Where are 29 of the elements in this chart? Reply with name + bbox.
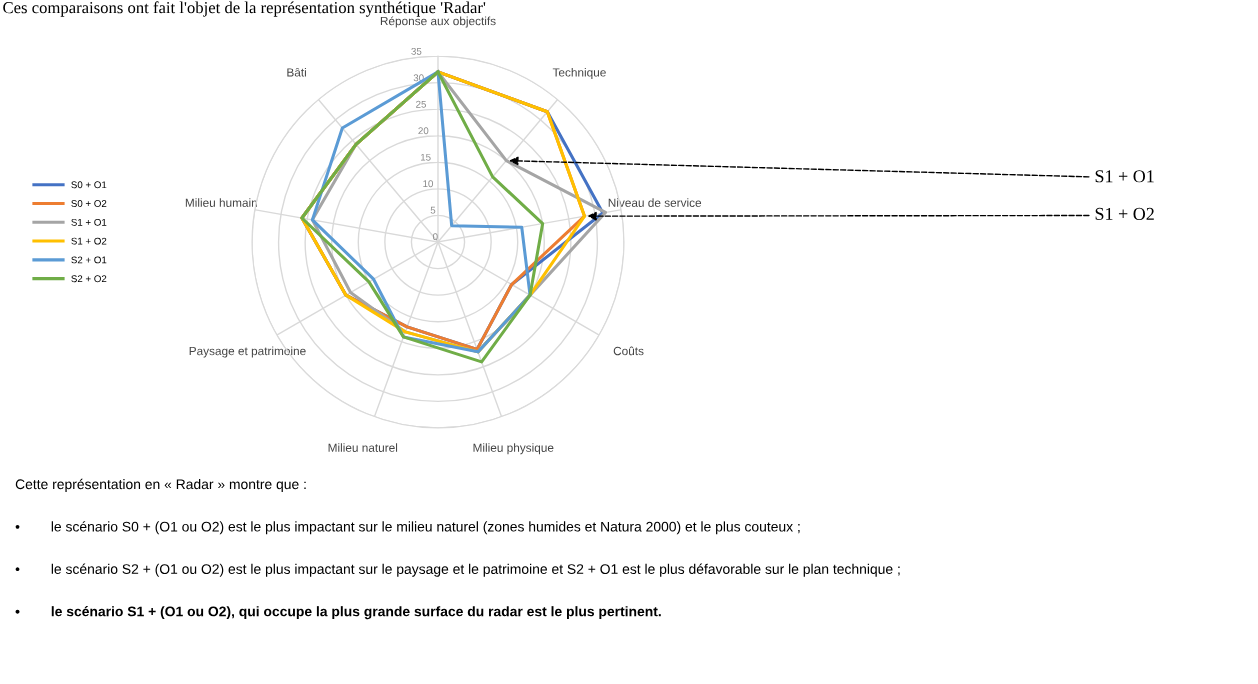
- legend-label: S0 + O1: [71, 181, 107, 189]
- spoke-label: Milieu physique: [473, 443, 554, 455]
- legend-label: S1 + O1: [71, 218, 107, 226]
- spoke-label: Milieu naturel: [328, 443, 398, 452]
- legend-label: S0 + O2: [71, 200, 107, 207]
- y-tick-label: 35: [411, 47, 422, 55]
- text: S1 + O1: [1095, 170, 1154, 183]
- legend-label: S2 + O2: [71, 275, 107, 283]
- legend-label: S1 + O2: [71, 237, 107, 245]
- y-tick-label: 0: [432, 233, 438, 241]
- text: S1 + O2: [1095, 207, 1154, 220]
- y-tick-label: 5: [430, 206, 436, 214]
- spoke-label: Bâti: [287, 67, 306, 77]
- text: • le scénario S1 + (O1 ou O2), qui occupe la plus grande surface du radar est le plus pertinent.: [15, 606, 661, 620]
- legend-label: S2 + O1: [71, 256, 107, 264]
- text: • le scénario S2 + (O1 ou O2) est le plus impactant sur le paysage et le patrimoine et S2 + O1 est le plus défavorable sur le plan technique ;: [15, 563, 900, 577]
- y-tick-label: 25: [416, 100, 427, 108]
- y-tick-label: 20: [418, 127, 429, 135]
- spoke-label: Coûts: [613, 346, 644, 356]
- text: • le scénario S0 + (O1 ou O2) est le plus impactant sur le milieu naturel (zones humides et Natura 2000) et le plus couteux ;: [15, 521, 800, 535]
- spoke-label: Milieu humain: [185, 198, 257, 207]
- spoke-label: Niveau de service: [608, 198, 702, 207]
- spoke-label: Réponse aux objectifs: [380, 16, 496, 28]
- text: Cette représentation en « Radar » montre que :: [15, 478, 306, 492]
- y-tick-label: 10: [423, 180, 433, 188]
- chart-title: Ces comparaisons ont fait l'objet de la représentation synthétique 'Radar': [3, 1, 486, 17]
- y-tick-label: 15: [420, 153, 431, 161]
- spoke-label: Technique: [552, 67, 606, 79]
- spoke-label: Paysage et patrimoine: [189, 346, 306, 358]
